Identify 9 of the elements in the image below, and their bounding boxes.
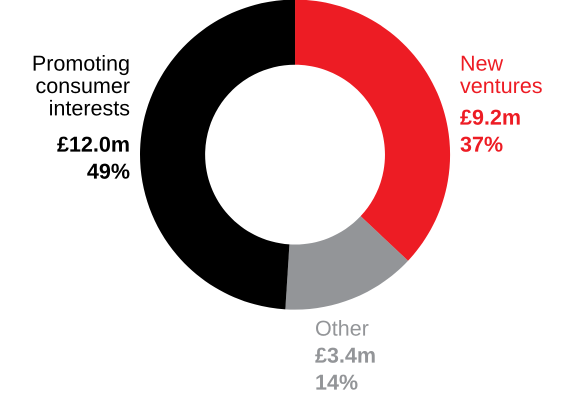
slice-label: New ventures — [460, 56, 542, 94]
data-label: 49% — [87, 164, 130, 179]
text: £3.4m — [315, 348, 375, 363]
data-label: 14% — [316, 374, 358, 390]
text: £9.2m — [460, 110, 520, 125]
text: £12.0m — [57, 136, 129, 152]
slice-label: Other — [316, 320, 368, 336]
data-label: 37% — [460, 136, 503, 152]
slice-label: Promoting consumer interests — [34, 55, 130, 116]
